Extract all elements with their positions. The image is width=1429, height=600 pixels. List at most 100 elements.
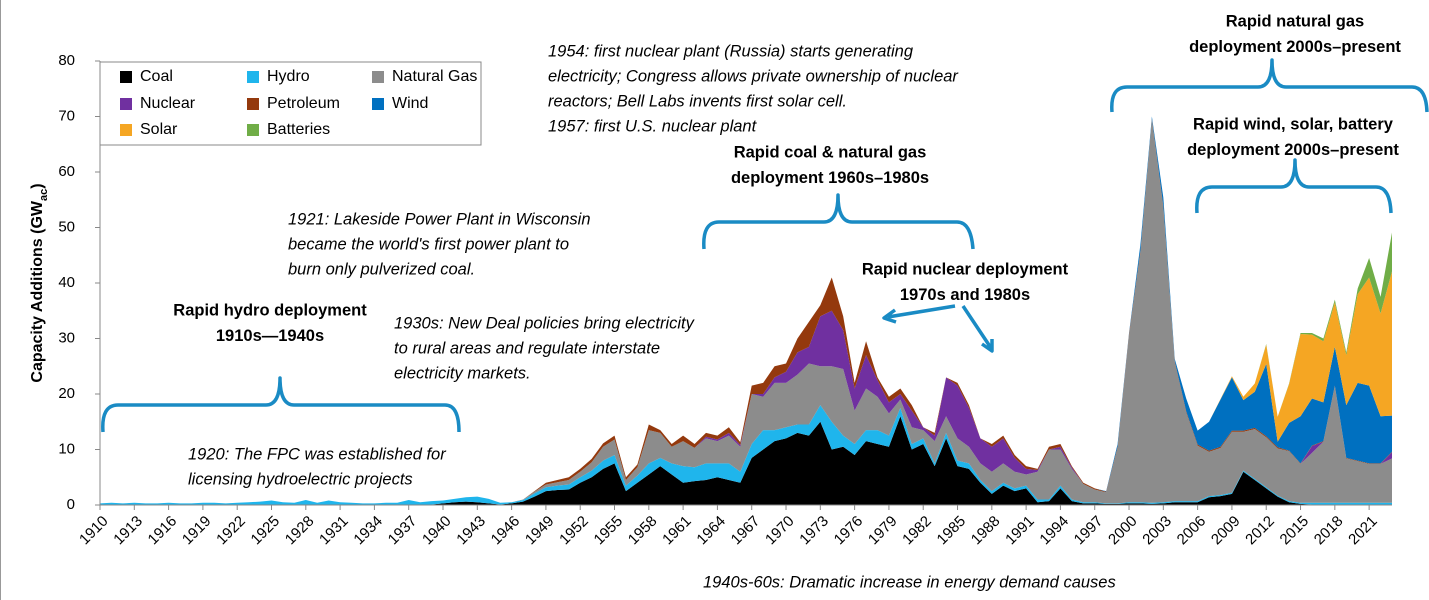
y-tick-label: 40 [58, 274, 75, 291]
callout-line: deployment 1960s–1980s [731, 169, 929, 187]
nuclear-arrows [882, 304, 994, 353]
legend-label: Coal [140, 68, 173, 85]
note-line: reactors; Bell Labs invents first solar … [548, 92, 847, 110]
note-line: 1920: The FPC was established for [188, 445, 447, 463]
legend-swatch [372, 71, 384, 83]
legend-swatch [247, 98, 259, 110]
x-tick-label: 1997 [1071, 513, 1107, 549]
area [100, 119, 1392, 504]
x-tick-label: 1970 [762, 513, 798, 549]
y-axis-label: Capacity Additions (GWac) [29, 183, 50, 382]
y-tick-label: 0 [67, 496, 75, 513]
area [100, 416, 1392, 505]
legend-box [99, 61, 482, 146]
note-line: 1957: first U.S. nuclear plant [548, 117, 758, 135]
callout-line: 1910s—1940s [216, 327, 324, 345]
callout-line: Rapid coal & natural gas [734, 143, 927, 161]
x-tick-label: 2015 [1277, 513, 1313, 549]
x-tick-label: 1994 [1036, 513, 1072, 549]
callout-line: 1970s and 1980s [900, 286, 1030, 304]
x-tick-label: 1919 [179, 513, 215, 549]
callout-line: deployment 2000s–present [1187, 141, 1399, 159]
legend-label: Batteries [267, 121, 330, 138]
coal-gas-bracket [702, 193, 975, 250]
note-line: electricity markets. [394, 364, 531, 382]
x-tick-label: 1910 [76, 513, 112, 549]
x-tick-label: 2012 [1242, 513, 1278, 549]
x-tick-label: 1925 [248, 513, 284, 549]
legend-label: Nuclear [140, 95, 196, 112]
renewables-bracket [1195, 158, 1393, 214]
x-tick-label: 1955 [591, 513, 627, 549]
x-tick-label: 2000 [1105, 513, 1141, 549]
note-line: electricity; Congress allows private own… [548, 67, 959, 85]
note-line: burn only pulverized coal. [288, 260, 475, 278]
x-tick-label: 1943 [453, 513, 489, 549]
hydro-bracket [101, 376, 461, 433]
x-tick-label: 1931 [316, 513, 352, 549]
x-tick-label: 2009 [1208, 513, 1244, 549]
x-tick-label: 1985 [934, 513, 970, 549]
x-tick-label: 1958 [625, 513, 661, 549]
y-tick-label: 30 [58, 329, 75, 346]
y-tick-label: 10 [58, 440, 75, 457]
x-tick-label: 1928 [282, 513, 318, 549]
callout-line: Rapid natural gas [1226, 12, 1364, 30]
y-label-main: Capacity Additions (GW [29, 200, 46, 383]
x-tick-label: 1991 [1002, 513, 1038, 549]
x-tick-label: 2021 [1345, 513, 1381, 549]
note-line: to rural areas and regulate interstate [394, 339, 660, 357]
callout-line: Rapid wind, solar, battery [1193, 115, 1394, 133]
y-tick-label: 50 [58, 218, 75, 235]
areas [100, 116, 1392, 505]
gas-bracket [1110, 58, 1429, 113]
x-tick-label: 1922 [213, 513, 249, 549]
note-line: 1921: Lakeside Power Plant in Wisconsin [288, 210, 591, 228]
x-tick-label: 2018 [1311, 513, 1347, 549]
x-tick-label: 1937 [385, 513, 421, 549]
overlay: Coal Hydro Natural Gas Nuclear Petroleum Wind… [120, 12, 1401, 591]
x-tick-label: 1988 [968, 513, 1004, 549]
x-tick-label: 2003 [1139, 513, 1175, 549]
x-tick-label: 1913 [110, 513, 146, 549]
y-tick-label: 20 [58, 385, 75, 402]
legend-label: Hydro [267, 68, 310, 85]
legend-label: Natural Gas [392, 68, 477, 85]
y-label-end: ) [29, 183, 46, 188]
callout-line: deployment 2000s–present [1189, 38, 1401, 56]
legend-label: Petroleum [267, 95, 340, 112]
callout-line: Rapid hydro deployment [173, 301, 367, 319]
note-line: 1940s-60s: Dramatic increase in energy d… [703, 573, 1116, 591]
legend-swatch [372, 98, 384, 110]
x-tick-label: 2006 [1174, 513, 1210, 549]
x-tick-label: 1967 [728, 513, 764, 549]
x-tick-label: 1940 [419, 513, 455, 549]
y-tick-label: 60 [58, 163, 75, 180]
x-tick-label: 1949 [522, 513, 558, 549]
y-label-subscript: ac [38, 189, 50, 201]
x-tick-label: 1916 [145, 513, 181, 549]
legend-swatch [247, 71, 259, 83]
x-tick-label: 1973 [796, 513, 832, 549]
note-line: became the world's first power plant to [288, 235, 569, 253]
note-line: 1954: first nuclear plant (Russia) start… [548, 42, 914, 60]
note-line: 1930s: New Deal policies bring electrici… [394, 314, 696, 332]
x-tick-label: 1979 [865, 513, 901, 549]
y-tick-label: 80 [58, 52, 75, 69]
legend-swatch [120, 124, 132, 136]
x-tick-label: 1934 [350, 513, 386, 549]
note-line: licensing hydroelectric projects [188, 470, 413, 488]
x-tick-label: 1976 [831, 513, 867, 549]
y-tick-label: 70 [58, 107, 75, 124]
legend-swatch [120, 98, 132, 110]
legend-label: Wind [392, 95, 428, 112]
legend-label: Solar [140, 121, 178, 138]
x-tick-label: 1961 [659, 513, 695, 549]
callout-line: Rapid nuclear deployment [862, 260, 1069, 278]
x-tick-label: 1952 [556, 513, 592, 549]
x-tick-label: 1964 [693, 513, 729, 549]
x-tick-label: 1982 [899, 513, 935, 549]
x-tick-label: 1946 [488, 513, 524, 549]
legend-swatch [120, 71, 132, 83]
